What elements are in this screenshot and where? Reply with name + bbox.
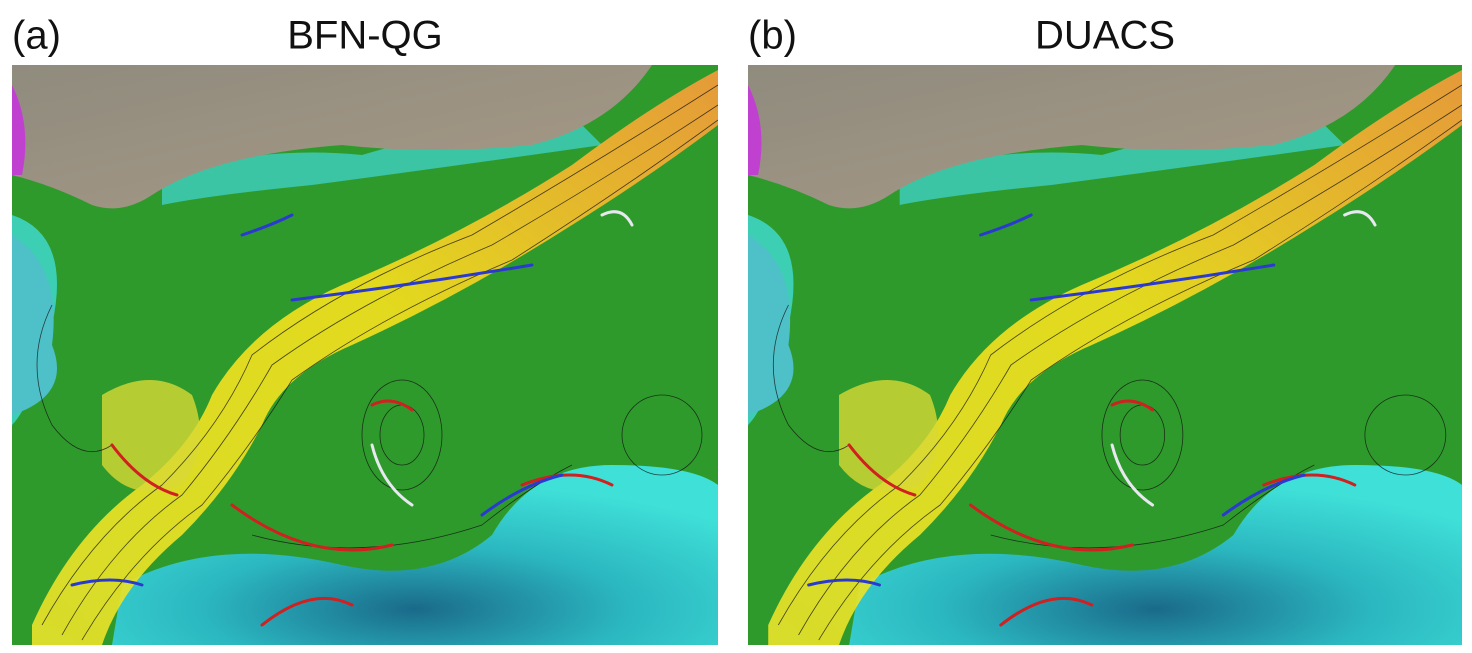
map-panel [748, 65, 1462, 645]
panel-label: (b) [748, 14, 797, 58]
panel-label: (a) [12, 14, 61, 58]
panel-title: BFN-QG [287, 14, 443, 58]
panel-title: DUACS [1035, 14, 1175, 58]
map-image [748, 65, 1462, 645]
map-panel [12, 65, 718, 645]
